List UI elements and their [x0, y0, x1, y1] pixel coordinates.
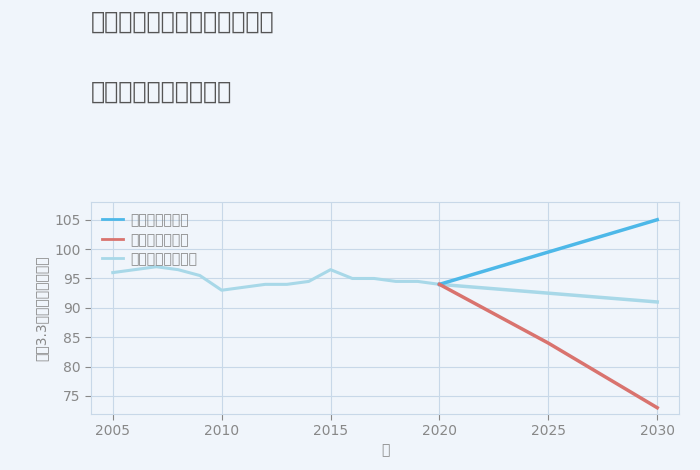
Y-axis label: 坪（3.3㎡）単価（万円）: 坪（3.3㎡）単価（万円） [35, 255, 49, 360]
Legend: グッドシナリオ, バッドシナリオ, ノーマルシナリオ: グッドシナリオ, バッドシナリオ, ノーマルシナリオ [98, 209, 201, 271]
Text: 愛知県一宮市萩原町西御堂の: 愛知県一宮市萩原町西御堂の [91, 9, 274, 33]
Text: 中古戸建ての価格推移: 中古戸建ての価格推移 [91, 80, 232, 104]
X-axis label: 年: 年 [381, 444, 389, 458]
